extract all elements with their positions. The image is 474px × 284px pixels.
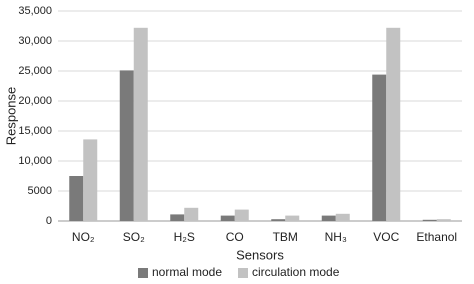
- legend-swatch: [238, 268, 248, 278]
- x-axis-title: Sensors: [236, 247, 284, 262]
- y-tick-label: 5000: [28, 185, 52, 197]
- x-tick-label: VOC: [373, 230, 399, 244]
- x-tick-label: SO₂: [123, 230, 145, 244]
- bar: [83, 139, 98, 221]
- y-tick-label: 35,000: [18, 5, 52, 17]
- legend-label: normal mode: [152, 265, 222, 279]
- bar: [184, 207, 199, 221]
- bar: [170, 214, 185, 221]
- y-tick-label: 25,000: [18, 65, 52, 77]
- bar: [436, 219, 451, 221]
- bar: [285, 215, 300, 221]
- y-tick-label: 10,000: [18, 155, 52, 167]
- bar: [321, 215, 336, 221]
- bar: [422, 219, 437, 221]
- legend-swatch: [138, 268, 148, 278]
- x-tick-label: TBM: [273, 230, 298, 244]
- x-tick-label: NO₂: [72, 230, 95, 244]
- y-tick-label: 20,000: [18, 95, 52, 107]
- bar: [271, 219, 286, 221]
- bar: [335, 213, 350, 221]
- bar: [133, 27, 148, 221]
- y-tick-label: 15,000: [18, 125, 52, 137]
- x-tick-label: Ethanol: [416, 230, 457, 244]
- bar: [69, 176, 84, 221]
- x-tick-label: H₂S: [174, 230, 195, 244]
- x-tick-label: NH₃: [325, 230, 347, 244]
- bar: [386, 27, 401, 221]
- legend-label: circulation mode: [252, 265, 340, 279]
- bar: [372, 74, 387, 221]
- bar: [119, 70, 134, 222]
- y-tick-label: 30,000: [18, 35, 52, 47]
- bar: [234, 209, 249, 221]
- x-tick-label: CO: [226, 230, 244, 244]
- y-axis-title: Response: [3, 87, 18, 146]
- bar: [220, 215, 235, 221]
- y-tick-label: 0: [46, 215, 52, 227]
